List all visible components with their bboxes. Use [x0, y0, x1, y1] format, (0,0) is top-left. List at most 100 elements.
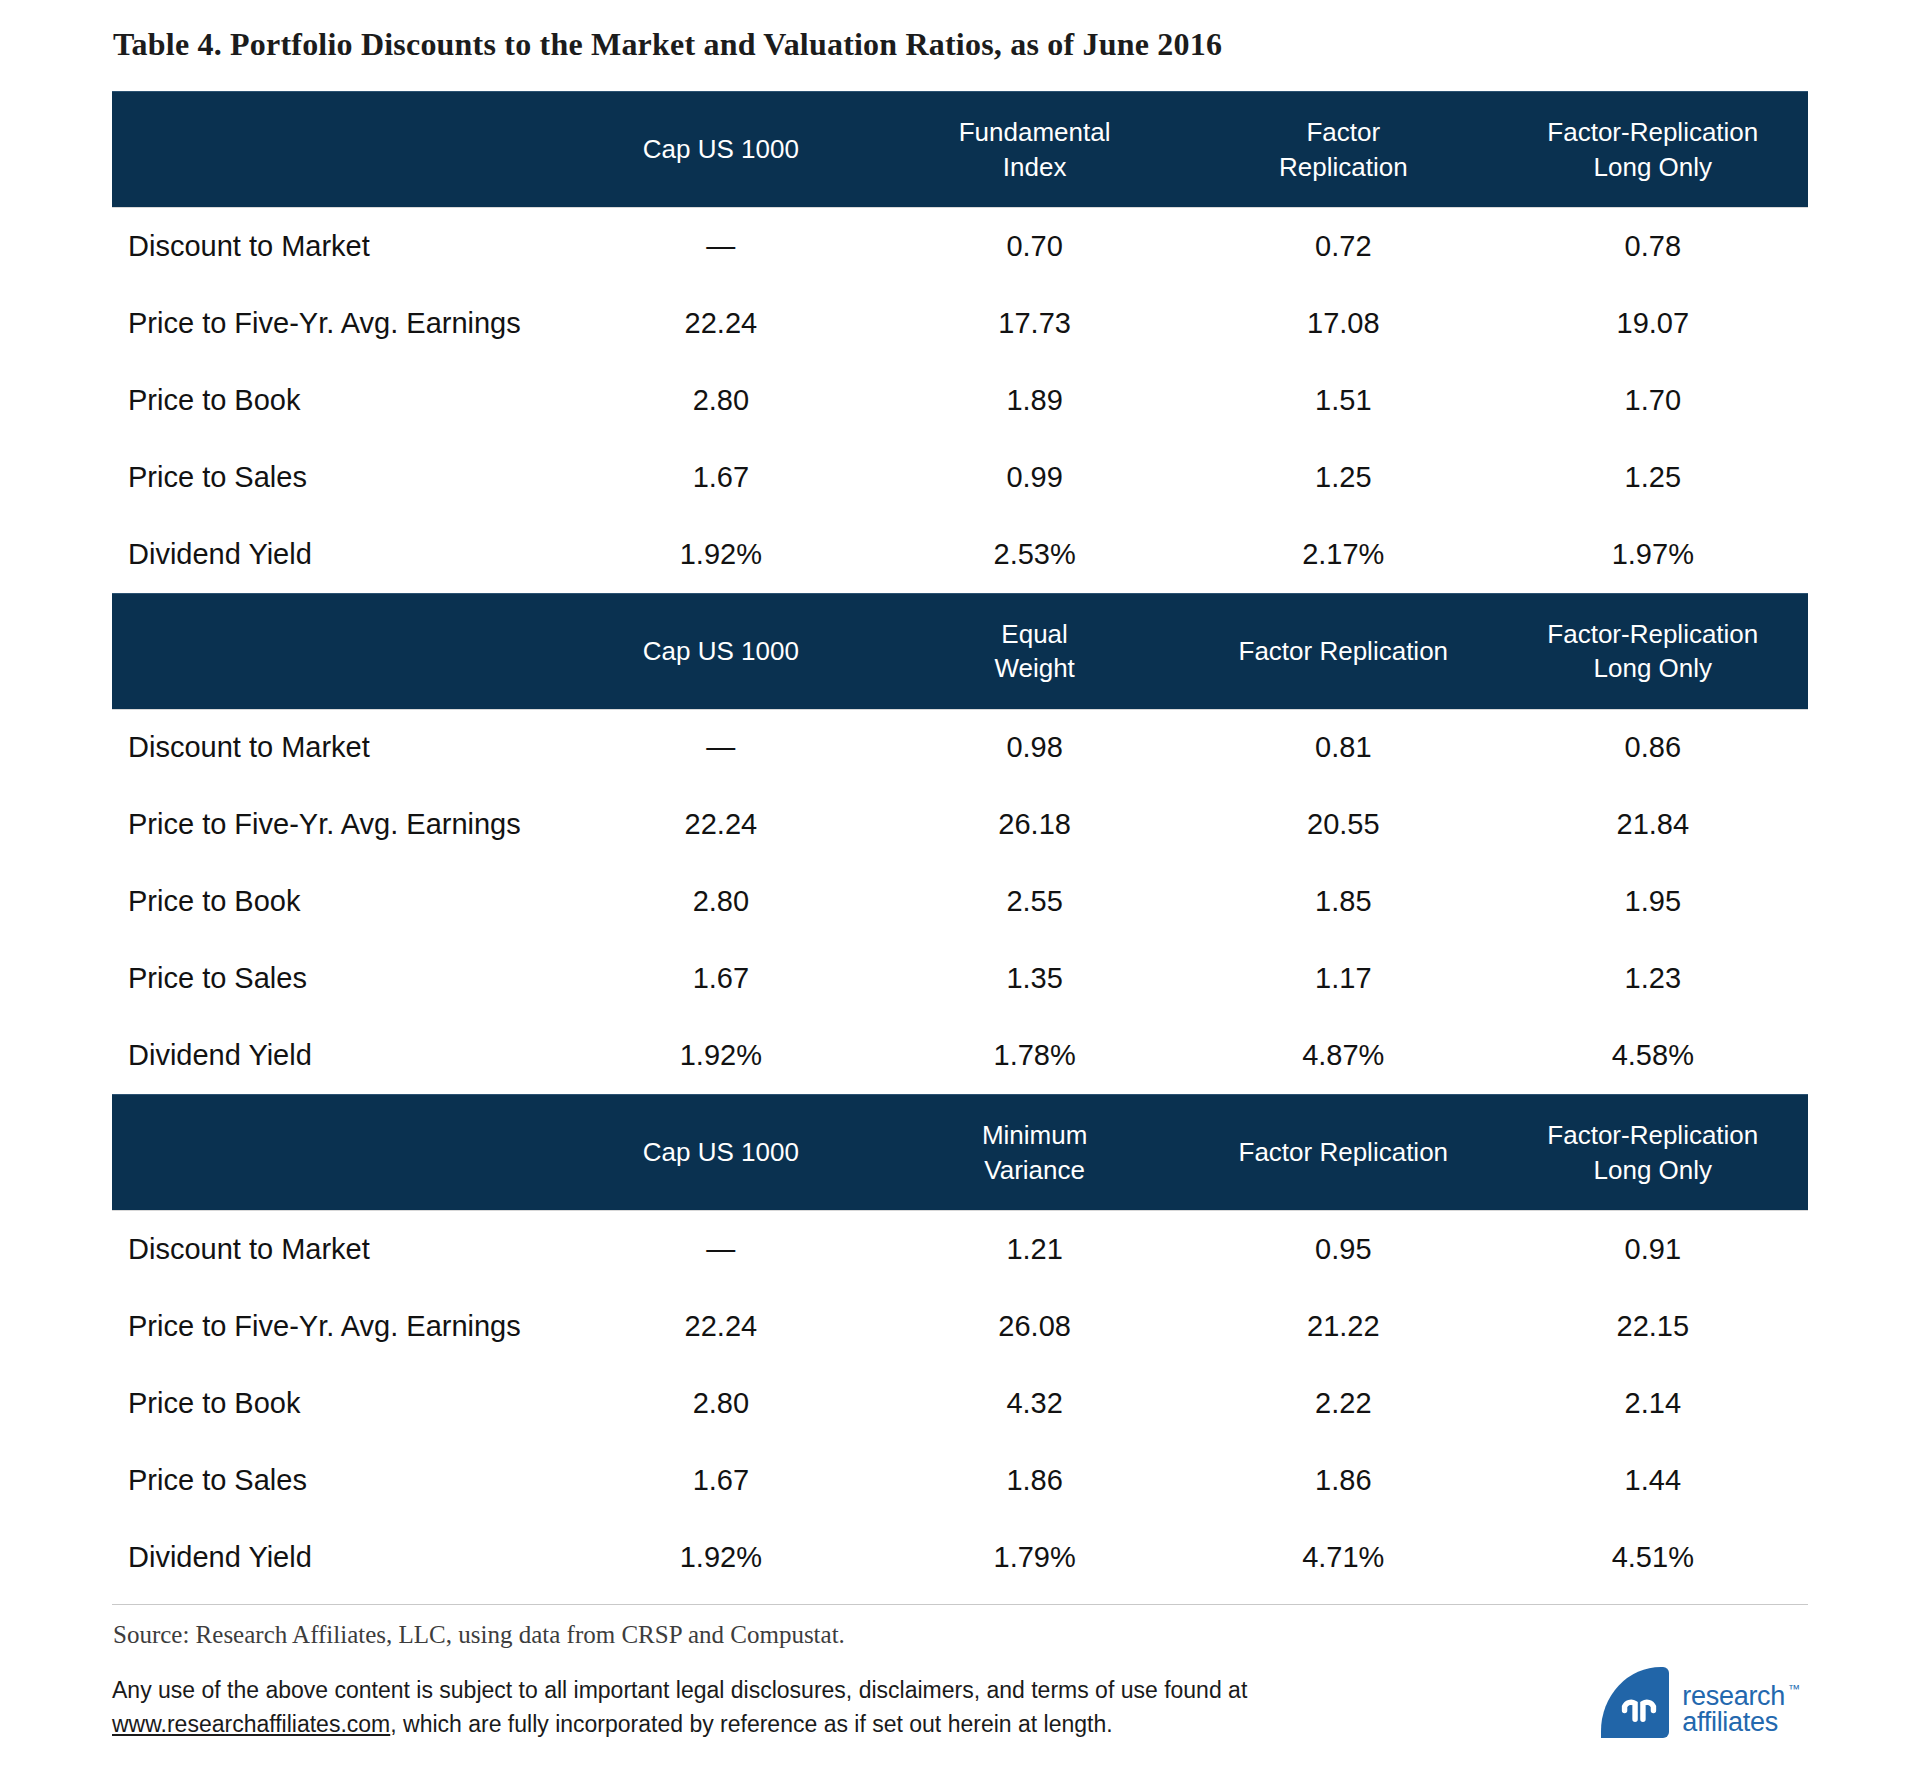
value-cell: 1.92%	[561, 1017, 880, 1094]
table-row: Price to Five-Yr. Avg. Earnings22.2426.1…	[112, 786, 1808, 863]
column-header: FactorReplication	[1189, 92, 1498, 208]
research-affiliates-link[interactable]: www.researchaffiliates.com	[112, 1711, 390, 1737]
logo-line1: research™	[1682, 1676, 1800, 1709]
value-cell: 22.15	[1498, 1288, 1808, 1365]
value-cell: 1.21	[880, 1211, 1189, 1288]
value-cell: 2.22	[1189, 1365, 1498, 1442]
value-cell: 0.81	[1189, 709, 1498, 786]
value-cell: 1.92%	[561, 516, 880, 593]
table-row: Dividend Yield1.92%1.78%4.87%4.58%	[112, 1017, 1808, 1094]
row-label: Discount to Market	[112, 208, 561, 285]
footer-row: Any use of the above content is subject …	[112, 1673, 1808, 1742]
value-cell: 4.87%	[1189, 1017, 1498, 1094]
table-row: Price to Five-Yr. Avg. Earnings22.2417.7…	[112, 285, 1808, 362]
row-label: Discount to Market	[112, 1211, 561, 1288]
column-header: FundamentalIndex	[880, 92, 1189, 208]
table-row: Price to Five-Yr. Avg. Earnings22.2426.0…	[112, 1288, 1808, 1365]
value-cell: 2.55	[880, 863, 1189, 940]
table-row: Price to Sales1.671.861.861.44	[112, 1442, 1808, 1519]
value-cell: —	[561, 1211, 880, 1288]
valuation-table: Cap US 1000EqualWeightFactor Replication…	[112, 593, 1808, 1095]
value-cell: 1.35	[880, 940, 1189, 1017]
table-row: Price to Book2.801.891.511.70	[112, 362, 1808, 439]
value-cell: 26.18	[880, 786, 1189, 863]
table-row: Price to Book2.802.551.851.95	[112, 863, 1808, 940]
column-header: Cap US 1000	[561, 92, 880, 208]
value-cell: 2.14	[1498, 1365, 1808, 1442]
value-cell: 2.80	[561, 362, 880, 439]
ra-logo-mark	[1601, 1667, 1669, 1738]
row-label: Price to Five-Yr. Avg. Earnings	[112, 1288, 561, 1365]
row-label: Dividend Yield	[112, 1519, 561, 1596]
value-cell: 1.25	[1498, 439, 1808, 516]
value-cell: 1.97%	[1498, 516, 1808, 593]
value-cell: 0.86	[1498, 709, 1808, 786]
value-cell: 1.70	[1498, 362, 1808, 439]
value-cell: 21.84	[1498, 786, 1808, 863]
value-cell: 1.85	[1189, 863, 1498, 940]
table-row: Dividend Yield1.92%1.79%4.71%4.51%	[112, 1519, 1808, 1596]
value-cell: 0.91	[1498, 1211, 1808, 1288]
value-cell: 1.25	[1189, 439, 1498, 516]
value-cell: 1.79%	[880, 1519, 1189, 1596]
source-note: Source: Research Affiliates, LLC, using …	[113, 1621, 1808, 1649]
row-label: Price to Five-Yr. Avg. Earnings	[112, 786, 561, 863]
value-cell: 4.71%	[1189, 1519, 1498, 1596]
value-cell: 1.23	[1498, 940, 1808, 1017]
row-label: Price to Book	[112, 362, 561, 439]
value-cell: 1.44	[1498, 1442, 1808, 1519]
column-header: Cap US 1000	[561, 593, 880, 709]
table-row: Dividend Yield1.92%2.53%2.17%1.97%	[112, 516, 1808, 593]
value-cell: 22.24	[561, 786, 880, 863]
logo-line2: affiliates	[1682, 1709, 1800, 1735]
value-cell: 4.51%	[1498, 1519, 1808, 1596]
value-cell: 1.67	[561, 940, 880, 1017]
row-label: Price to Five-Yr. Avg. Earnings	[112, 285, 561, 362]
row-label: Dividend Yield	[112, 1017, 561, 1094]
legal-text-before: Any use of the above content is subject …	[112, 1677, 1247, 1703]
value-cell: 19.07	[1498, 285, 1808, 362]
value-cell: 1.51	[1189, 362, 1498, 439]
value-cell: 26.08	[880, 1288, 1189, 1365]
value-cell: 1.78%	[880, 1017, 1189, 1094]
value-cell: 17.08	[1189, 285, 1498, 362]
table-row: Price to Sales1.670.991.251.25	[112, 439, 1808, 516]
row-label: Price to Sales	[112, 439, 561, 516]
column-header: Factor-ReplicationLong Only	[1498, 593, 1808, 709]
table-row: Discount to Market—0.980.810.86	[112, 709, 1808, 786]
value-cell: 1.89	[880, 362, 1189, 439]
value-cell: 22.24	[561, 1288, 880, 1365]
logo-wordmark: research™ affiliates	[1682, 1667, 1800, 1735]
value-cell: 1.95	[1498, 863, 1808, 940]
legal-note: Any use of the above content is subject …	[112, 1673, 1412, 1742]
row-label: Price to Sales	[112, 1442, 561, 1519]
table-row: Price to Sales1.671.351.171.23	[112, 940, 1808, 1017]
value-cell: 2.53%	[880, 516, 1189, 593]
value-cell: 2.80	[561, 863, 880, 940]
value-cell: 21.22	[1189, 1288, 1498, 1365]
column-header: Factor-ReplicationLong Only	[1498, 92, 1808, 208]
value-cell: 17.73	[880, 285, 1189, 362]
value-cell: 0.78	[1498, 208, 1808, 285]
legal-text-after: , which are fully incorporated by refere…	[390, 1711, 1112, 1737]
value-cell: 1.17	[1189, 940, 1498, 1017]
row-label: Discount to Market	[112, 709, 561, 786]
value-cell: 0.95	[1189, 1211, 1498, 1288]
value-cell: 2.17%	[1189, 516, 1498, 593]
row-label: Dividend Yield	[112, 516, 561, 593]
valuation-table: Cap US 1000FundamentalIndexFactorReplica…	[112, 91, 1808, 593]
value-cell: —	[561, 709, 880, 786]
table-row: Discount to Market—0.700.720.78	[112, 208, 1808, 285]
value-cell: 1.67	[561, 1442, 880, 1519]
header-row: Cap US 1000MinimumVarianceFactor Replica…	[112, 1095, 1808, 1211]
valuation-table: Cap US 1000MinimumVarianceFactor Replica…	[112, 1094, 1808, 1596]
table-row: Discount to Market—1.210.950.91	[112, 1211, 1808, 1288]
column-header	[112, 92, 561, 208]
research-affiliates-logo: research™ affiliates	[1601, 1667, 1800, 1738]
trademark-symbol: ™	[1788, 1682, 1800, 1696]
tables-container: Cap US 1000FundamentalIndexFactorReplica…	[112, 91, 1808, 1596]
value-cell: 1.86	[880, 1442, 1189, 1519]
column-header: Cap US 1000	[561, 1095, 880, 1211]
footer-divider	[112, 1604, 1808, 1605]
value-cell: 0.98	[880, 709, 1189, 786]
